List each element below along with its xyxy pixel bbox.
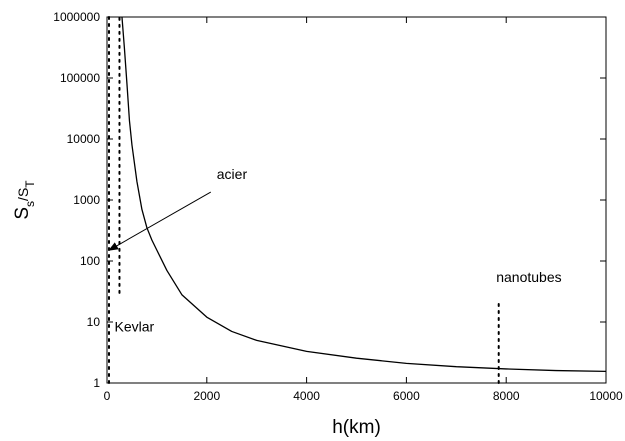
annotation-arrow <box>108 191 212 251</box>
x-tick-label: 10000 <box>589 389 623 403</box>
x-tick-label: 6000 <box>393 389 420 403</box>
annotation-label: Kevlar <box>114 318 154 334</box>
y-tick-label: 10000 <box>67 132 101 146</box>
y-title-base: S <box>12 207 33 220</box>
y-title-sub1: s <box>23 201 37 207</box>
y-tick-label: 100000 <box>60 71 100 85</box>
y-axis-title: Ss/ST <box>12 180 37 220</box>
x-axis-title: h(km) <box>332 417 381 438</box>
y-tick-label: 10 <box>87 315 101 329</box>
x-tick-label: 0 <box>104 389 111 403</box>
y-title-slash: /S <box>15 188 31 201</box>
y-tick-label: 1000000 <box>53 10 100 24</box>
annotation-label: nanotubes <box>496 269 561 285</box>
annotation-label: acier <box>217 166 248 182</box>
x-tick-label: 4000 <box>293 389 320 403</box>
y-tick-label: 100 <box>80 254 100 268</box>
y-tick-label: 1000 <box>73 193 100 207</box>
tick-layer: 0 2000 4000 6000 8000 10000 1 10 100 1000 10000 100… <box>53 10 623 403</box>
series-line <box>121 17 606 373</box>
y-tick-label: 1 <box>93 376 100 390</box>
y-axis-title-text: Ss/ST <box>12 180 37 220</box>
y-title-sub2: T <box>23 180 37 188</box>
x-tick-label: 2000 <box>193 389 220 403</box>
x-tick-label: 8000 <box>493 389 520 403</box>
